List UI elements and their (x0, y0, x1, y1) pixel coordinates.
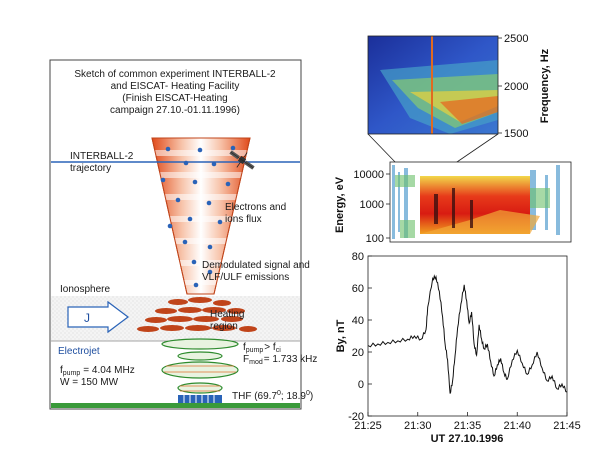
sketch-title-line-4: campaign 27.10.-01.11.1996) (110, 105, 240, 116)
by-chart: -20 0 20 40 60 80 21:25 21:30 21:35 21:40 21:45 B… (335, 251, 581, 445)
signal-label-1: Demodulated signal and (202, 260, 310, 271)
fmod-value: Fmod= 1.733 kHz (243, 354, 317, 366)
pump-frequency: fpump = 4.04 MHz (60, 365, 135, 377)
by-ytick-label: 40 (352, 315, 364, 327)
heating-label-1: Heating (210, 309, 244, 320)
particle-dots (160, 145, 236, 288)
zoom-line-left (367, 133, 398, 165)
by-ytick-label: 80 (352, 251, 364, 263)
energy-ylabel: Energy, eV (334, 176, 346, 233)
by-xtick-label: 21:35 (454, 420, 482, 432)
by-xticks: 21:25 21:30 21:35 21:40 21:45 (354, 412, 581, 432)
by-ytick-label: 20 (352, 347, 364, 359)
ground-strip (51, 403, 300, 408)
spec-ylabel: Frequency, Hz (539, 48, 551, 123)
electrojet-label: Electrojet (58, 346, 100, 357)
by-plot-frame (367, 255, 568, 417)
spec-ytick-2500: 2500 (504, 33, 528, 45)
by-series-line (367, 274, 568, 394)
fpump-condition: fpump> fci (243, 342, 281, 354)
thf-label: THF (69.70; 18.90) (232, 390, 313, 402)
by-ytick-label: -20 (348, 411, 364, 423)
spec-ytick-2000: 2000 (504, 81, 528, 93)
by-xlabel: UT 27.10.1996 (431, 433, 504, 445)
heating-region (137, 297, 257, 332)
trajectory-label-2: trajectory (70, 163, 111, 174)
by-xtick-label: 21:25 (354, 420, 382, 432)
sketch-title-line-1: Sketch of common experiment INTERBALL-2 (74, 69, 276, 80)
signal-label-2: VLF/ULF emissions (202, 272, 289, 283)
by-ytick-label: 60 (352, 283, 364, 295)
trajectory-label-1: INTERBALL-2 (70, 151, 134, 162)
ionosphere-label: Ionosphere (60, 284, 110, 295)
by-xtick-label: 21:30 (404, 420, 432, 432)
zoom-line-right (453, 133, 499, 165)
energy-ytick-100: 100 (366, 233, 384, 245)
energy-spectrogram: 10000 1000 100 Energy, eV (334, 161, 572, 245)
flux-label-1: Electrons and (225, 202, 286, 213)
flux-label-2: ions flux (225, 214, 262, 225)
satellite-icon (229, 150, 255, 170)
by-ytick-label: 0 (358, 379, 364, 391)
pump-power: W = 150 MW (60, 377, 119, 388)
by-ylabel: By, nT (335, 319, 347, 352)
heating-label-2: region (210, 321, 238, 332)
by-xtick-label: 21:40 (503, 420, 531, 432)
frequency-spectrogram: 2500 2000 1500 Frequency, Hz (367, 33, 551, 140)
cone-bands (150, 150, 252, 285)
current-arrow (67, 300, 129, 334)
sketch-title-line-2: and EISCAT- Heating Facility (111, 81, 240, 92)
energy-ytick-1000: 1000 (360, 199, 384, 211)
current-label: J (84, 311, 90, 325)
sketch-title-line-3: (Finish EISCAT-Heating (122, 93, 227, 104)
sketch-panel: Sketch of common experiment INTERBALL-2 … (49, 59, 317, 410)
heater-antenna-icon (178, 395, 222, 403)
by-xtick-label: 21:45 (553, 420, 581, 432)
energy-ytick-10000: 10000 (353, 169, 384, 181)
spec-ytick-1500: 1500 (504, 128, 528, 140)
by-yticks: -20 0 20 40 60 80 (348, 251, 372, 423)
